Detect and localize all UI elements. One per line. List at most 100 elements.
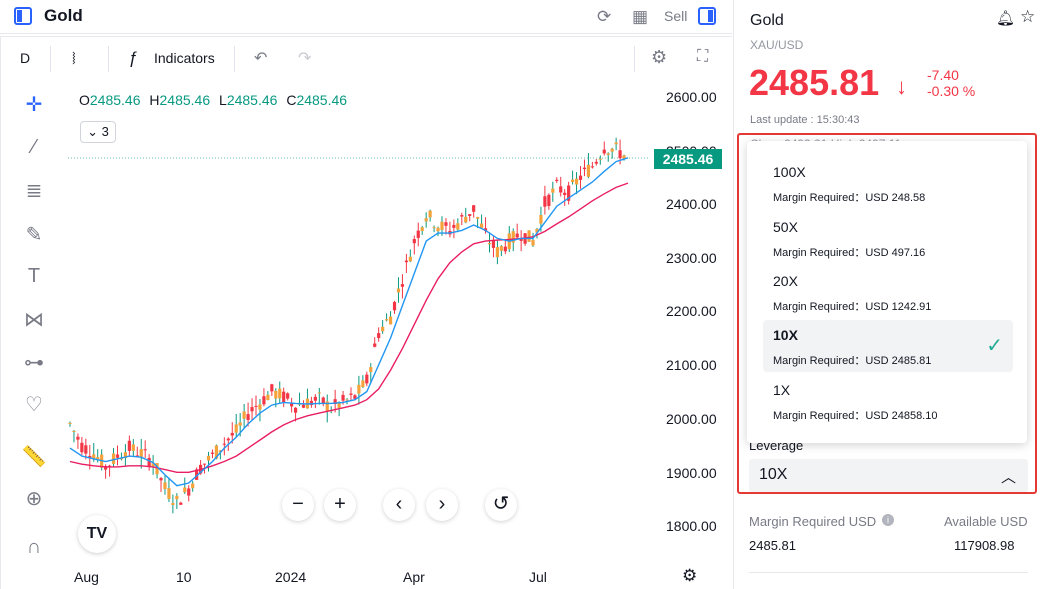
candle-body — [436, 227, 440, 232]
tradingview-logo[interactable]: TV — [78, 515, 116, 553]
candles-layer — [68, 137, 626, 514]
candle-body — [282, 391, 286, 403]
text-tool-icon[interactable]: T — [27, 265, 41, 287]
ma-slow-line — [69, 182, 629, 473]
sidebar-toggle-icon[interactable] — [14, 7, 32, 25]
leverage-select[interactable]: 10X ︿ — [749, 459, 1028, 492]
leverage-option-1x[interactable]: 1X Margin Required：USD 24858.10 — [763, 375, 1013, 427]
plus-icon: + — [334, 493, 346, 515]
crosshair-icon[interactable]: ✛ — [25, 94, 43, 116]
candle-body — [476, 217, 480, 219]
axis-settings-gear-icon[interactable]: ⚙ — [682, 566, 698, 585]
grid-layout-icon[interactable]: ▦ — [632, 7, 649, 26]
bell-icon[interactable]: 🔔︎ — [996, 10, 1016, 27]
candle-body — [266, 394, 270, 401]
candle-body — [230, 432, 234, 436]
candle-body — [396, 288, 401, 293]
sell-button[interactable]: Sell — [664, 8, 688, 24]
zoom-in-icon[interactable]: ⊕ — [25, 488, 43, 510]
chart-frame — [0, 36, 732, 589]
option-label: 50X — [773, 219, 798, 235]
candle-body — [123, 452, 128, 459]
magnet-icon[interactable]: ∩ — [26, 536, 42, 558]
candles-icon[interactable]: ⧘ — [72, 48, 76, 68]
leverage-option-20x[interactable]: 20X Margin Required：USD 1242.91 — [763, 266, 1013, 318]
x-tick: 2024 — [275, 569, 307, 585]
candle-body — [388, 316, 393, 325]
margin-required-value: 2485.81 — [749, 538, 796, 553]
candle-body — [84, 445, 88, 454]
candle-body — [345, 399, 349, 401]
candle-body — [503, 246, 507, 252]
pattern-icon[interactable]: ⋈ — [24, 309, 44, 331]
candle-body — [313, 396, 317, 401]
info-icon[interactable]: i — [882, 514, 894, 526]
candle-body — [622, 155, 626, 160]
candle-body — [535, 229, 539, 233]
brush-icon[interactable]: ✎ — [25, 224, 43, 246]
settings-gear-icon[interactable]: ⚙ — [651, 47, 668, 67]
zoom-in-button[interactable]: + — [324, 489, 356, 521]
candle-body — [206, 455, 211, 461]
y-tick: 1800.00 — [666, 518, 717, 534]
candle-body — [515, 233, 519, 238]
candle-body — [444, 222, 448, 226]
low-value: 2485.46 — [226, 92, 278, 108]
y-tick: 2600.00 — [666, 89, 717, 105]
measure-range-icon[interactable]: ⊶ — [24, 352, 44, 374]
candle-body — [104, 466, 108, 470]
leverage-option-10x[interactable]: 10X Margin Required：USD 2485.81 ✓ — [763, 320, 1013, 372]
reset-chart-button[interactable]: ↺ — [485, 489, 517, 521]
candle-body — [381, 326, 385, 332]
toolbar-divider — [108, 46, 109, 72]
candle-body — [135, 455, 139, 457]
divider — [749, 572, 1028, 573]
low-label: L — [219, 92, 227, 108]
candle-body — [147, 457, 151, 467]
scroll-right-button[interactable]: › — [426, 489, 458, 521]
candle-body — [392, 301, 397, 311]
candle-body — [337, 402, 341, 408]
chevron-right-icon: › — [438, 493, 446, 515]
undo-icon[interactable]: ↶ — [254, 50, 268, 67]
candle-body — [400, 284, 405, 287]
price-chart[interactable] — [0, 0, 732, 589]
trend-line-icon[interactable]: ⁄ — [32, 136, 36, 158]
fib-levels-icon[interactable]: ≣ — [25, 180, 43, 202]
candle-body — [487, 242, 492, 245]
redo-icon[interactable]: ↷ — [298, 50, 312, 67]
candle-body — [191, 483, 195, 489]
open-value: 2485.46 — [89, 92, 141, 108]
leverage-value: 10X — [759, 466, 788, 483]
favorites-heart-icon[interactable]: ♡ — [25, 394, 43, 416]
close-value: 2485.46 — [296, 92, 348, 108]
leverage-option-100x[interactable]: 100X Margin Required：USD 248.58 — [763, 157, 1013, 209]
option-label: 100X — [773, 164, 806, 180]
current-price: 2485.81 — [749, 62, 880, 103]
panel-toggle-icon[interactable] — [698, 7, 716, 25]
toolbar-divider — [234, 46, 235, 72]
instrument-symbol: XAU/USD — [750, 38, 804, 52]
ruler-icon[interactable]: 📏 — [21, 446, 47, 468]
star-icon[interactable]: ☆ — [1020, 7, 1036, 26]
candle-body — [175, 495, 179, 500]
option-margin: Margin Required：USD 24858.10 — [773, 410, 938, 422]
candle-body — [246, 414, 250, 420]
candle-body — [578, 175, 583, 180]
toolbar-divider — [634, 46, 635, 72]
option-label: 20X — [773, 273, 798, 289]
interval-button[interactable]: D — [20, 50, 31, 66]
fullscreen-icon[interactable]: ⛶ — [697, 48, 709, 65]
indicators-button[interactable]: Indicators — [154, 50, 215, 66]
x-tick: Jul — [529, 569, 547, 585]
candle-body — [416, 230, 420, 238]
refresh-icon[interactable]: ⟳ — [597, 7, 612, 26]
scroll-left-button[interactable]: ‹ — [383, 489, 415, 521]
zoom-out-button[interactable]: − — [282, 489, 314, 521]
leverage-option-50x[interactable]: 50X Margin Required：USD 497.16 — [763, 212, 1013, 264]
candle-body — [349, 393, 353, 395]
x-tick: Aug — [74, 569, 99, 585]
indicators-collapse-toggle[interactable]: ⌄ 3 — [80, 121, 116, 143]
indicators-icon[interactable]: ƒ — [128, 48, 138, 67]
